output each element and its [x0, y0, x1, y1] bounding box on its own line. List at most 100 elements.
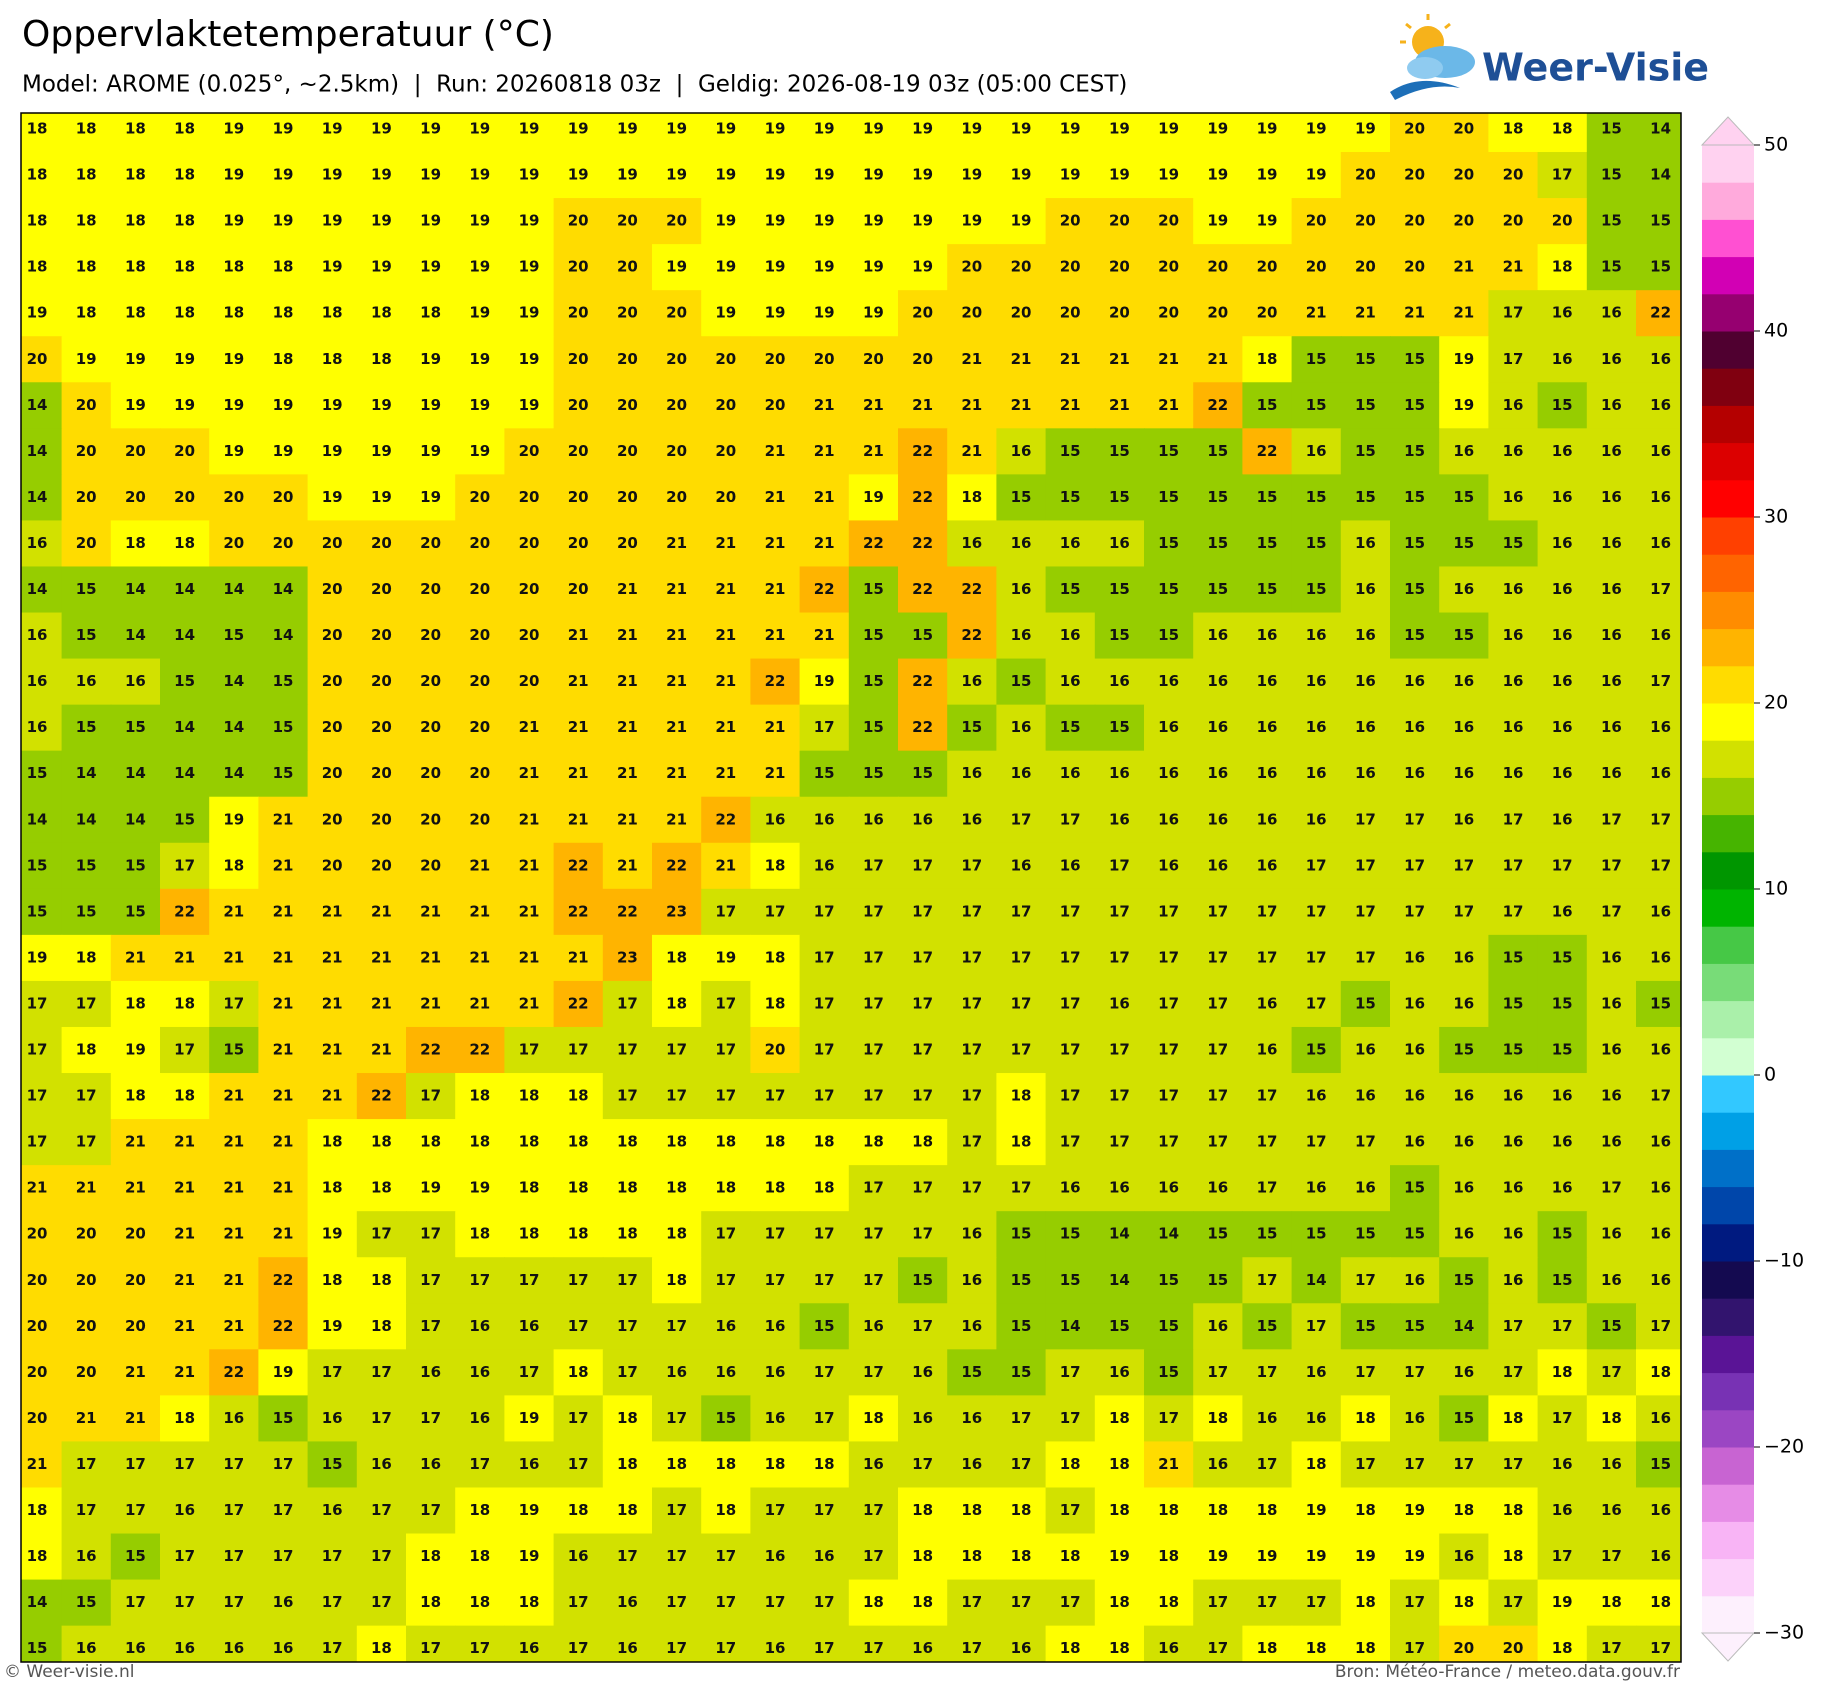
temperature-cell — [1144, 290, 1194, 337]
temperature-cell — [1242, 612, 1293, 660]
temperature-label: 18 — [420, 1133, 441, 1151]
temperature-cell — [21, 704, 63, 752]
temperature-cell — [504, 1625, 555, 1662]
temperature-label: 17 — [1207, 1041, 1228, 1059]
temperature-cell — [947, 750, 997, 798]
temperature-label: 18 — [1207, 1501, 1228, 1519]
temperature-label: 20 — [715, 488, 736, 506]
colorbar-bin — [1702, 405, 1754, 444]
temperature-label: 16 — [1503, 488, 1524, 506]
colorbar-bin — [1702, 517, 1754, 555]
temperature-cell — [1636, 152, 1681, 199]
temperature-cell — [652, 1487, 702, 1535]
temperature-label: 19 — [519, 304, 540, 322]
temperature-label: 17 — [912, 948, 933, 966]
temperature-label: 17 — [814, 1087, 835, 1105]
temperature-cell — [1193, 1625, 1243, 1662]
temperature-label: 20 — [27, 1363, 48, 1381]
temperature-cell — [1193, 1395, 1243, 1443]
temperature-label: 18 — [27, 1547, 48, 1565]
temperature-cell — [1340, 1211, 1391, 1258]
temperature-cell — [1144, 382, 1194, 429]
temperature-label: 19 — [322, 1317, 343, 1335]
temperature-cell — [848, 336, 899, 383]
temperature-label: 19 — [420, 120, 441, 138]
temperature-cell — [356, 113, 407, 153]
temperature-cell — [1537, 520, 1588, 568]
temperature-label: 19 — [223, 212, 244, 230]
temperature-label: 16 — [1601, 1271, 1622, 1289]
temperature-cell — [553, 796, 604, 844]
temperature-cell — [799, 1395, 850, 1443]
temperature-label: 22 — [863, 534, 884, 552]
temperature-cell — [1291, 244, 1342, 291]
temperature-cell — [799, 382, 850, 429]
temperature-label: 21 — [125, 1179, 146, 1197]
temperature-label: 18 — [961, 1501, 982, 1519]
temperature-cell — [848, 1349, 899, 1396]
temperature-cell — [1340, 474, 1391, 522]
colorbar-bin — [1702, 554, 1754, 592]
temperature-label: 21 — [666, 764, 687, 782]
temperature-cell — [1390, 1026, 1440, 1074]
temperature-label: 18 — [765, 948, 786, 966]
temperature-cell — [1439, 428, 1489, 475]
temperature-cell — [1636, 1165, 1681, 1212]
temperature-label: 17 — [420, 1087, 441, 1105]
temperature-cell — [307, 566, 358, 614]
temperature-label: 21 — [469, 856, 490, 874]
temperature-label: 16 — [1650, 442, 1671, 460]
temperature-cell — [1439, 1073, 1489, 1120]
temperature-cell — [848, 198, 899, 245]
temperature-label: 21 — [273, 948, 294, 966]
temperature-cell — [898, 198, 948, 245]
temperature-cell — [160, 1579, 210, 1627]
temperature-label: 18 — [223, 258, 244, 276]
temperature-cell — [799, 113, 850, 153]
temperature-cell — [209, 1211, 259, 1258]
temperature-label: 16 — [519, 1317, 540, 1335]
temperature-label: 17 — [666, 1041, 687, 1059]
temperature-label: 18 — [666, 1455, 687, 1473]
temperature-label: 16 — [1109, 1363, 1130, 1381]
temperature-label: 17 — [223, 1455, 244, 1473]
temperature-cell — [848, 113, 899, 153]
temperature-cell — [996, 1533, 1047, 1581]
temperature-cell — [750, 1026, 801, 1074]
temperature-label: 21 — [273, 1225, 294, 1243]
temperature-cell — [1390, 1395, 1440, 1443]
temperature-label: 16 — [1306, 672, 1327, 690]
temperature-cell — [1586, 1395, 1637, 1443]
title: Oppervlaktetemperatuur (°C) — [22, 14, 554, 55]
temperature-cell — [21, 1211, 63, 1258]
temperature-label: 16 — [1552, 350, 1573, 368]
temperature-cell — [1291, 198, 1342, 245]
temperature-cell — [1144, 1073, 1194, 1120]
temperature-cell — [1636, 842, 1681, 890]
temperature-label: 15 — [1257, 488, 1278, 506]
temperature-label: 19 — [76, 350, 97, 368]
temperature-cell — [1537, 566, 1588, 614]
temperature-label: 19 — [1060, 166, 1081, 184]
temperature-cell — [1193, 1533, 1243, 1581]
temperature-label: 16 — [1453, 764, 1474, 782]
temperature-label: 14 — [1060, 1317, 1081, 1335]
temperature-label: 22 — [765, 672, 786, 690]
temperature-label: 20 — [420, 672, 441, 690]
temperature-cell — [61, 290, 112, 337]
temperature-label: 17 — [666, 1087, 687, 1105]
temperature-cell — [504, 474, 555, 522]
temperature-cell — [1094, 1165, 1145, 1212]
temperature-cell — [110, 1625, 161, 1662]
temperature-label: 16 — [1453, 580, 1474, 598]
temperature-cell — [1488, 1026, 1539, 1074]
temperature-cell — [1390, 520, 1440, 568]
temperature-cell — [1488, 566, 1539, 614]
temperature-label: 18 — [27, 212, 48, 230]
temperature-cell — [21, 980, 63, 1028]
temperature-label: 15 — [273, 1409, 294, 1427]
temperature-cell — [1144, 566, 1194, 614]
temperature-label: 16 — [568, 1547, 589, 1565]
temperature-label: 17 — [371, 1409, 392, 1427]
temperature-label: 20 — [223, 534, 244, 552]
